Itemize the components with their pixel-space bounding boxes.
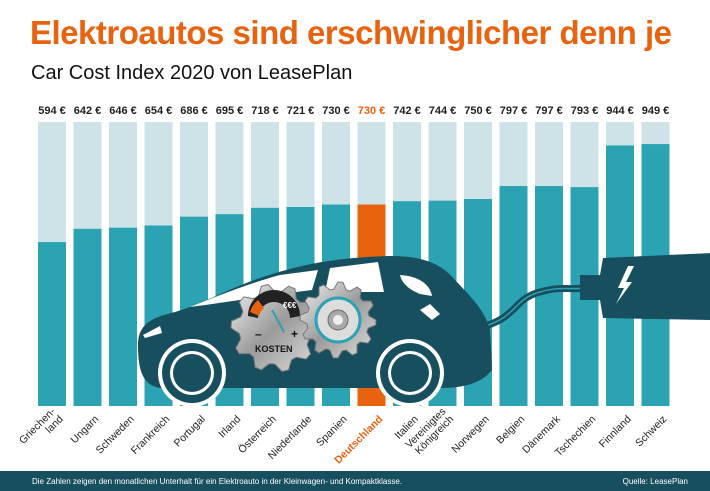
bar (38, 242, 66, 406)
value-label: 793 € (571, 105, 599, 117)
svg-text:Schweiz: Schweiz (633, 413, 669, 449)
category-label: Spanien (314, 413, 350, 449)
svg-text:Irland: Irland (216, 413, 243, 440)
svg-text:Belgien: Belgien (494, 413, 527, 446)
value-label: 797 € (535, 105, 563, 117)
value-label: 742 € (393, 105, 421, 117)
category-label: Irland (216, 413, 243, 440)
value-label: 646 € (109, 105, 137, 117)
value-label: 744 € (429, 105, 457, 117)
car-illustration: €€€ – + KOSTEN (138, 253, 710, 407)
bar (535, 186, 563, 406)
value-label: 797 € (500, 105, 528, 117)
category-label: Ungarn (68, 413, 101, 446)
plug-icon (580, 253, 710, 320)
svg-text:Spanien: Spanien (314, 413, 350, 449)
category-label: Finnland (597, 413, 634, 450)
footer-note: Die Zahlen zeigen den monatlichen Unterh… (32, 477, 402, 486)
value-label: 750 € (464, 105, 492, 117)
front-wheel (376, 339, 444, 407)
value-label: 686 € (180, 105, 208, 117)
value-label: 594 € (38, 105, 66, 117)
value-label: 718 € (251, 105, 279, 117)
category-label: Schweiz (633, 413, 669, 449)
svg-text:Frankreich: Frankreich (129, 413, 173, 457)
lightning-icon (616, 266, 634, 304)
svg-text:Finnland: Finnland (597, 413, 634, 450)
footer-source: Quelle: LeasePlan (622, 477, 688, 486)
page-title: Elektroautos sind erschwinglicher denn j… (30, 14, 672, 51)
category-label: Portugal (172, 413, 208, 449)
value-label: 642 € (74, 105, 102, 117)
value-label: 695 € (216, 105, 244, 117)
rear-wheel (158, 339, 226, 407)
bar (109, 227, 137, 406)
bar-chart: €€€ – + KOSTEN 594 € Griechen-land 642 € Un… (17, 105, 710, 466)
svg-text:Norwegen: Norwegen (449, 413, 491, 455)
value-label: 730 € (322, 105, 350, 117)
value-label: 721 € (287, 105, 315, 117)
footer: Die Zahlen zeigen den monatlichen Unterh… (0, 471, 710, 491)
svg-text:Portugal: Portugal (172, 413, 208, 449)
value-label: 944 € (606, 105, 634, 117)
gauge-plus: + (291, 327, 298, 341)
category-label: Griechen-land (17, 405, 66, 446)
category-label: Belgien (494, 413, 527, 446)
value-label: 949 € (642, 105, 670, 117)
svg-text:Ungarn: Ungarn (68, 413, 101, 446)
category-label: Frankreich (129, 413, 173, 457)
value-label: 654 € (145, 105, 173, 117)
page-subtitle: Car Cost Index 2020 von LeasePlan (31, 62, 353, 84)
currency-symbols: €€€ (283, 301, 297, 310)
value-label: 730 € (358, 105, 386, 117)
gauge-label: KOSTEN (255, 344, 293, 354)
gauge-minus: – (255, 327, 262, 341)
bar (73, 228, 102, 406)
category-label: Norwegen (449, 413, 491, 455)
